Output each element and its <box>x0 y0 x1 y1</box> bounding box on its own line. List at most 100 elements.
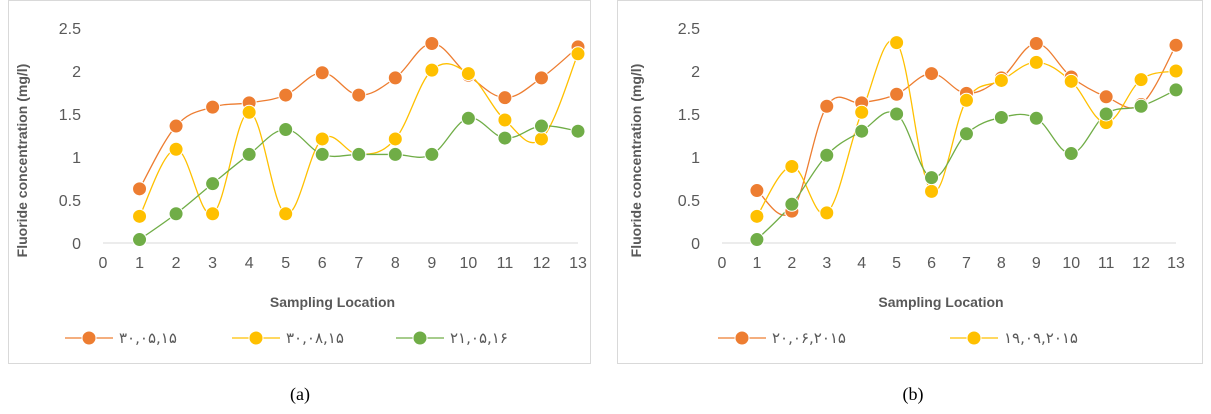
x-axis-title: Sampling Location <box>270 294 395 310</box>
x-axis-title: Sampling Location <box>878 294 1003 310</box>
data-point <box>1028 54 1044 70</box>
data-point <box>278 121 294 137</box>
data-point <box>784 158 800 174</box>
data-point <box>1133 72 1149 88</box>
legend-label: ۳۰,۰۵,۱۵ <box>119 329 177 347</box>
data-point <box>958 126 974 142</box>
legend-marker <box>248 330 264 346</box>
data-point <box>241 104 257 120</box>
x-tick-label: 9 <box>1032 255 1041 272</box>
data-point <box>351 146 367 162</box>
data-point <box>749 232 765 248</box>
data-point <box>278 206 294 222</box>
data-point <box>387 146 403 162</box>
data-point <box>168 118 184 134</box>
data-point <box>1063 73 1079 89</box>
y-tick-label: 1.5 <box>59 107 81 124</box>
x-tick-label: 11 <box>1098 255 1115 272</box>
data-point <box>132 181 148 197</box>
data-point <box>132 208 148 224</box>
data-point <box>854 104 870 120</box>
y-tick-label: 2.5 <box>678 21 700 38</box>
data-point <box>889 106 905 122</box>
data-point <box>924 66 940 82</box>
x-tick-label: 2 <box>172 255 181 272</box>
data-point <box>314 146 330 162</box>
series-line <box>138 42 579 190</box>
data-point <box>533 70 549 86</box>
y-tick-label: 2 <box>72 64 81 81</box>
data-point <box>387 70 403 86</box>
data-point <box>993 72 1009 88</box>
x-tick-label: 2 <box>787 255 796 272</box>
x-tick-label: 3 <box>822 255 831 272</box>
data-point <box>497 130 513 146</box>
data-point <box>424 146 440 162</box>
y-tick-label: 1.5 <box>678 107 700 124</box>
x-tick-label: 6 <box>927 255 936 272</box>
data-point <box>533 118 549 134</box>
y-tick-label: 0 <box>72 236 81 253</box>
data-point <box>497 90 513 106</box>
data-point <box>570 46 586 62</box>
data-point <box>424 62 440 78</box>
chart-panel-a: 0 0.5 1 1.5 2 2.5 0 1 2 3 4 5 6 7 8 9 10 11 12 13 Sampling L… <box>8 0 591 364</box>
data-point <box>1098 106 1114 122</box>
series-line <box>138 53 579 217</box>
data-point <box>314 131 330 147</box>
data-point <box>314 65 330 81</box>
legend-marker <box>966 330 982 346</box>
data-point <box>1168 82 1184 98</box>
chart-panel-b: 0 0.5 1 1.5 2 2.5 0 1 2 3 4 5 6 7 8 9 10 11 12 13 Sampling L… <box>617 0 1203 364</box>
x-tick-label: 0 <box>718 255 727 272</box>
data-point <box>497 112 513 128</box>
x-tick-label: 1 <box>135 255 144 272</box>
data-point <box>351 87 367 103</box>
data-point <box>278 87 294 103</box>
x-tick-label: 11 <box>497 255 514 272</box>
data-point <box>784 196 800 212</box>
legend-marker <box>412 330 428 346</box>
x-tick-label: 3 <box>208 255 217 272</box>
x-tick-label: 9 <box>427 255 436 272</box>
data-point <box>1028 35 1044 51</box>
x-tick-label: 12 <box>1132 255 1150 272</box>
data-point <box>1133 98 1149 114</box>
x-tick-label: 1 <box>752 255 761 272</box>
data-point <box>1168 63 1184 79</box>
y-tick-label: 1 <box>72 150 81 167</box>
legend-label: ۱۹,۰۹,۲۰۱۵ <box>1004 329 1078 347</box>
data-point <box>958 92 974 108</box>
data-point <box>854 123 870 139</box>
data-point <box>205 206 221 222</box>
data-point <box>924 183 940 199</box>
y-axis-title: Fluoride concentration (mg/l) <box>14 64 30 258</box>
data-point <box>132 232 148 248</box>
data-point <box>460 66 476 82</box>
data-point <box>749 208 765 224</box>
data-point <box>819 98 835 114</box>
data-point <box>889 35 905 51</box>
y-tick-label: 0.5 <box>678 193 700 210</box>
x-tick-label: 13 <box>569 255 587 272</box>
data-point <box>1098 89 1114 105</box>
data-point <box>241 146 257 162</box>
y-tick-label: 0 <box>691 236 700 253</box>
data-point <box>1168 37 1184 53</box>
data-point <box>570 123 586 139</box>
x-tick-label: 10 <box>459 255 477 272</box>
x-tick-label: 6 <box>318 255 327 272</box>
data-point <box>533 131 549 147</box>
x-tick-label: 8 <box>997 255 1006 272</box>
x-tick-label: 7 <box>962 255 971 272</box>
y-tick-label: 2.5 <box>59 21 81 38</box>
x-tick-label: 4 <box>245 255 254 272</box>
legend-marker <box>734 330 750 346</box>
legend-marker <box>81 330 97 346</box>
y-axis-title: Fluoride concentration (mg/l) <box>628 64 644 258</box>
legend-label: ۲۱,۰۵,۱۶ <box>450 329 508 347</box>
data-point <box>387 131 403 147</box>
series-line <box>139 117 579 241</box>
data-point <box>460 110 476 126</box>
